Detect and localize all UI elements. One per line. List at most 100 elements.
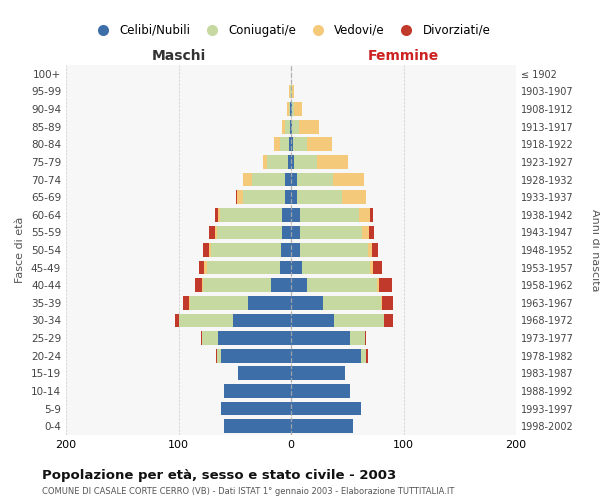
Bar (271, 278, 291, 292)
Bar (291, 420, 353, 433)
Bar (385, 314, 394, 328)
Bar (307, 278, 377, 292)
Bar (282, 226, 291, 239)
Bar (300, 243, 367, 257)
Bar (201, 331, 202, 345)
Bar (282, 120, 286, 134)
Bar (372, 243, 377, 257)
Bar (291, 278, 307, 292)
Bar (370, 260, 373, 274)
Bar (205, 260, 206, 274)
Bar (289, 84, 290, 98)
Bar (295, 102, 302, 116)
Bar (359, 208, 370, 222)
Bar (223, 420, 291, 433)
Y-axis label: Fasce di età: Fasce di età (16, 217, 25, 283)
Bar (302, 260, 370, 274)
Text: Femmine: Femmine (368, 49, 439, 63)
Bar (341, 190, 367, 204)
Bar (292, 120, 299, 134)
Y-axis label: Anni di nascita: Anni di nascita (590, 209, 600, 291)
Bar (188, 296, 190, 310)
Bar (291, 260, 302, 274)
Bar (368, 226, 374, 239)
Bar (280, 260, 291, 274)
Bar (291, 120, 292, 134)
Bar (237, 190, 242, 204)
Bar (281, 243, 291, 257)
Bar (323, 296, 381, 310)
Bar (199, 260, 205, 274)
Bar (190, 296, 248, 310)
Bar (377, 278, 379, 292)
Bar (293, 138, 307, 151)
Text: Popolazione per età, sesso e stato civile - 2003: Popolazione per età, sesso e stato civil… (42, 468, 396, 481)
Bar (361, 349, 367, 362)
Bar (291, 331, 349, 345)
Bar (382, 296, 394, 310)
Bar (203, 278, 271, 292)
Bar (221, 402, 291, 415)
Text: COMUNE DI CASALE CORTE CERRO (VB) - Dati ISTAT 1° gennaio 2003 - Elaborazione TU: COMUNE DI CASALE CORTE CERRO (VB) - Dati… (42, 486, 454, 496)
Bar (287, 155, 291, 169)
Bar (291, 172, 296, 186)
Bar (268, 155, 287, 169)
Bar (202, 278, 203, 292)
Bar (233, 314, 291, 328)
Bar (242, 190, 286, 204)
Bar (291, 314, 334, 328)
Bar (202, 331, 218, 345)
Bar (282, 208, 291, 222)
Bar (291, 190, 296, 204)
Bar (209, 243, 211, 257)
Bar (317, 155, 349, 169)
Bar (290, 84, 291, 98)
Bar (379, 278, 392, 292)
Bar (291, 208, 300, 222)
Bar (373, 260, 382, 274)
Bar (300, 208, 359, 222)
Bar (307, 138, 331, 151)
Bar (365, 331, 367, 345)
Bar (238, 366, 291, 380)
Bar (274, 138, 280, 151)
Bar (291, 402, 361, 415)
Bar (215, 226, 217, 239)
Bar (362, 226, 368, 239)
Bar (175, 314, 179, 328)
Bar (295, 155, 317, 169)
Bar (236, 190, 237, 204)
Bar (287, 102, 289, 116)
Bar (292, 102, 295, 116)
Bar (215, 208, 218, 222)
Bar (291, 384, 349, 398)
Text: Maschi: Maschi (151, 49, 206, 63)
Bar (209, 226, 215, 239)
Bar (286, 190, 291, 204)
Bar (289, 102, 290, 116)
Bar (291, 226, 300, 239)
Bar (211, 243, 281, 257)
Bar (299, 120, 319, 134)
Bar (179, 314, 233, 328)
Bar (289, 138, 291, 151)
Bar (292, 84, 295, 98)
Bar (290, 102, 291, 116)
Bar (248, 296, 291, 310)
Bar (217, 349, 221, 362)
Bar (291, 155, 295, 169)
Bar (206, 260, 280, 274)
Legend: Celibi/Nubili, Coniugati/e, Vedovi/e, Divorziati/e: Celibi/Nubili, Coniugati/e, Vedovi/e, Di… (87, 19, 495, 42)
Bar (220, 208, 282, 222)
Bar (218, 331, 291, 345)
Bar (291, 102, 292, 116)
Bar (263, 155, 268, 169)
Bar (203, 243, 209, 257)
Bar (290, 120, 291, 134)
Bar (367, 243, 372, 257)
Bar (296, 172, 332, 186)
Bar (370, 208, 373, 222)
Bar (286, 172, 291, 186)
Bar (221, 349, 291, 362)
Bar (217, 226, 282, 239)
